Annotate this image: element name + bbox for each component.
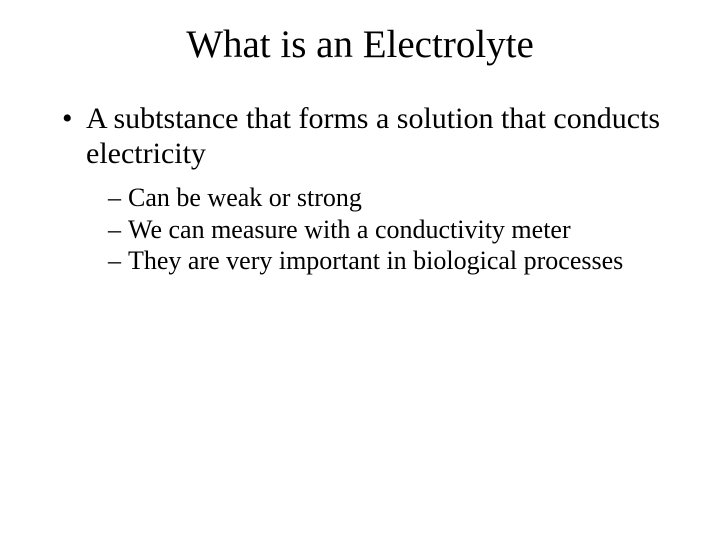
bullet-text: A subtstance that forms a solution that … bbox=[86, 102, 660, 170]
list-item: A subtstance that forms a solution that … bbox=[58, 101, 672, 277]
list-item: They are very important in biological pr… bbox=[108, 245, 672, 277]
list-item: We can measure with a conductivity meter bbox=[108, 214, 672, 246]
slide-title: What is an Electrolyte bbox=[48, 22, 672, 67]
bullet-text: Can be weak or strong bbox=[128, 183, 362, 212]
slide-body: A subtstance that forms a solution that … bbox=[48, 101, 672, 277]
slide: What is an Electrolyte A subtstance that… bbox=[0, 0, 720, 540]
list-item: Can be weak or strong bbox=[108, 182, 672, 214]
bullet-text: We can measure with a conductivity meter bbox=[128, 215, 571, 244]
bullet-list-level1: A subtstance that forms a solution that … bbox=[58, 101, 672, 277]
bullet-list-level2: Can be weak or strong We can measure wit… bbox=[86, 182, 672, 277]
bullet-text: They are very important in biological pr… bbox=[128, 246, 623, 275]
